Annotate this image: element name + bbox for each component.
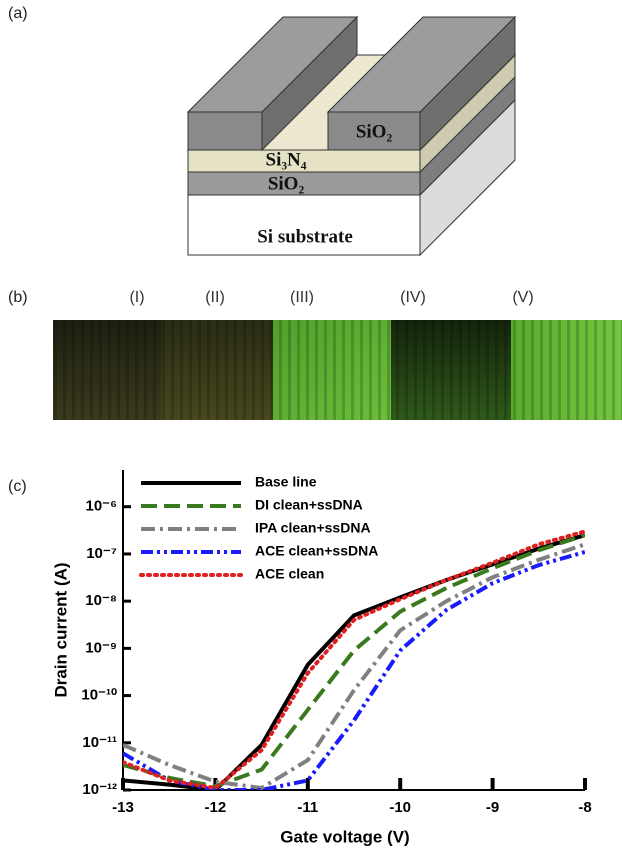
ridge-front — [188, 112, 262, 150]
y-tick-label: 10⁻¹² — [82, 781, 117, 798]
x-tick-label: -12 — [205, 799, 227, 816]
y-tick-label: 10⁻¹⁰ — [81, 687, 117, 704]
x-tick-label: -8 — [578, 799, 591, 816]
y-tick-label: 10⁻¹¹ — [82, 734, 117, 751]
legend-label: IPA clean+ssDNA — [255, 520, 371, 536]
panel-label: (c) — [8, 478, 27, 495]
transfer-chart: 10⁻¹² 10⁻¹¹ 10⁻¹⁰ 10⁻⁹ 10⁻⁸ 10⁻⁷ 10⁻⁶ -13 -12 -11… — [81, 470, 591, 816]
image-label: (III) — [290, 289, 314, 306]
y-axis-label: Drain current (A) — [51, 562, 70, 697]
legend-label: ACE clean — [255, 566, 324, 582]
data-line — [123, 552, 585, 790]
x-axis-label: Gate voltage (V) — [280, 827, 409, 846]
x-tick-label: -9 — [486, 799, 499, 816]
layer-label: SiO₂ — [268, 173, 305, 194]
data-line — [123, 535, 585, 786]
image-label: (II) — [205, 289, 225, 306]
image-strip — [53, 320, 622, 420]
layer-label: SiO₂ — [356, 121, 393, 142]
y-tick-label: 10⁻⁷ — [86, 545, 117, 562]
image-label: (V) — [512, 289, 533, 306]
y-tick-label: 10⁻⁹ — [85, 639, 117, 656]
image-label: (I) — [129, 289, 144, 306]
x-tick-label: -11 — [297, 799, 318, 816]
x-tick-label: -10 — [389, 799, 411, 816]
panel-label: (b) — [8, 289, 28, 306]
x-tick-label: -13 — [112, 799, 134, 816]
layer-label: Si substrate — [257, 226, 353, 247]
panel-label: (a) — [8, 5, 28, 22]
image-stripes — [53, 320, 622, 420]
y-tick-label: 10⁻⁸ — [85, 592, 117, 609]
device-diagram — [188, 17, 515, 255]
legend-label: DI clean+ssDNA — [255, 497, 363, 513]
layer-label: Si₃N₄ — [266, 149, 307, 170]
image-label: (IV) — [400, 289, 426, 306]
y-tick-label: 10⁻⁶ — [85, 498, 117, 515]
legend-label: ACE clean+ssDNA — [255, 543, 378, 559]
data-line — [123, 544, 585, 788]
figure: (a) (b) (c) SiO₂ Si₃N₄ SiO₂ Si substrate… — [0, 0, 622, 854]
legend-label: Base line — [255, 474, 317, 490]
